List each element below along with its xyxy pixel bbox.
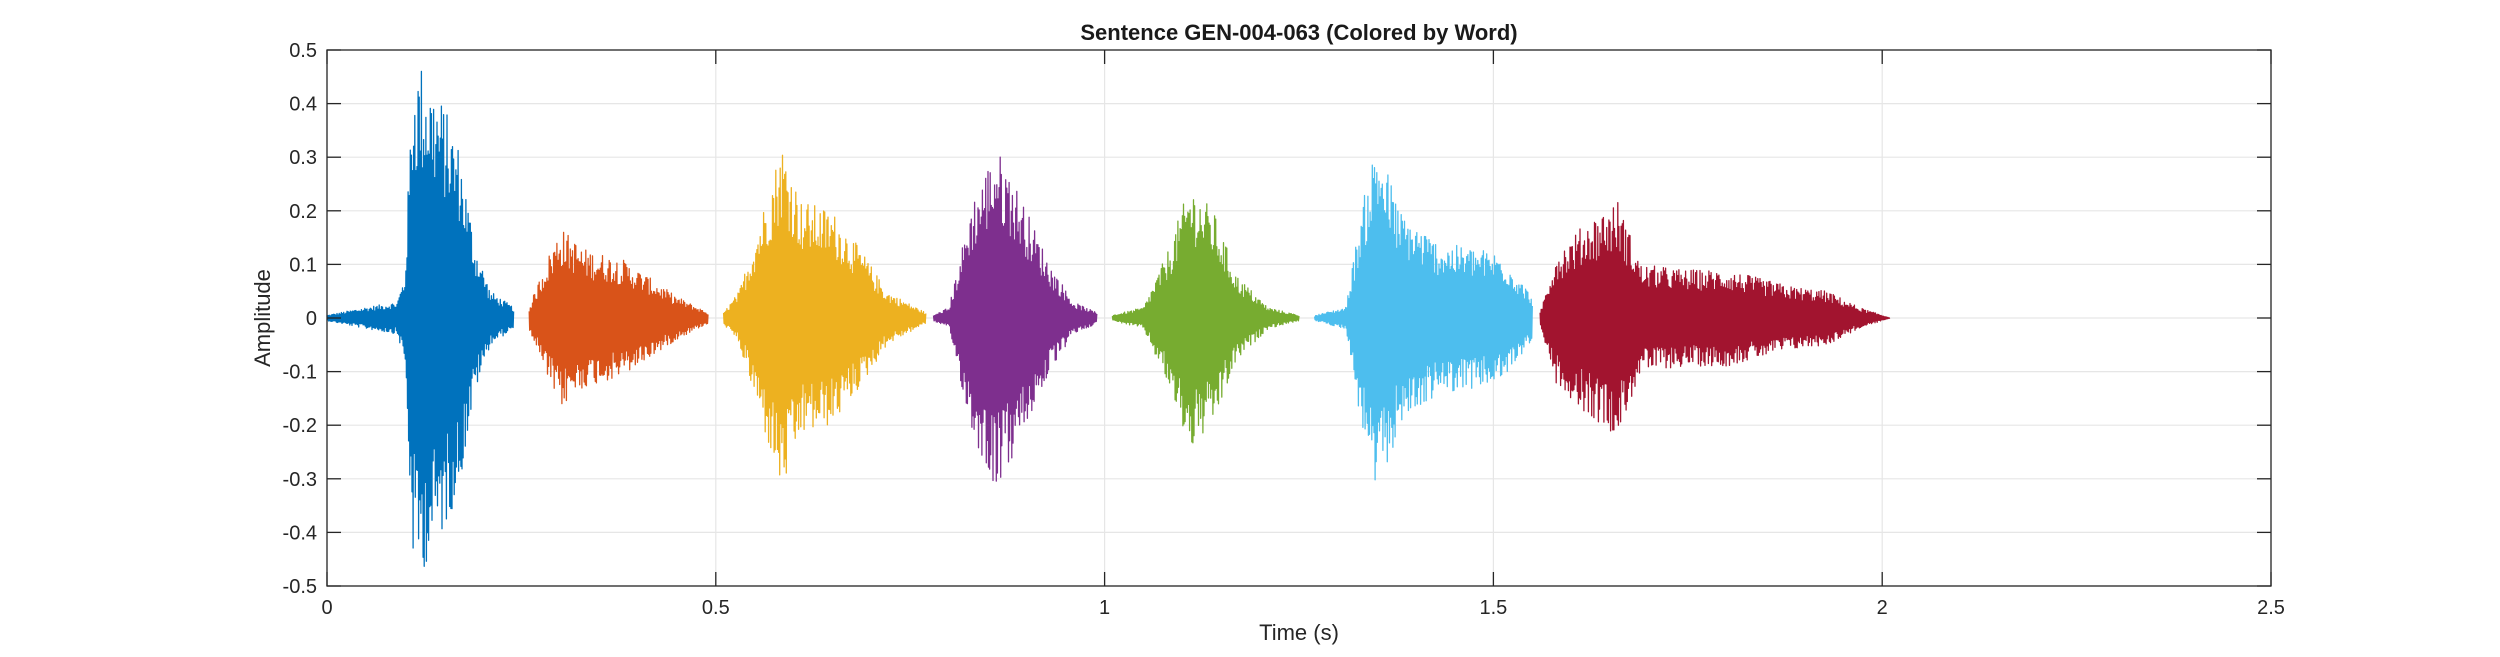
series-group (326, 70, 1891, 567)
series-5-waveform (1111, 199, 1300, 444)
y-tick-label: -0.4 (283, 522, 317, 544)
x-tick-label: 2 (1877, 597, 1888, 619)
y-axis-label: Amplitude (250, 269, 275, 367)
y-tick-label: 0 (306, 308, 317, 330)
y-tick-label: -0.5 (283, 576, 317, 598)
y-tick-label: -0.2 (283, 415, 317, 437)
x-tick-label: 2.5 (2257, 597, 2285, 619)
series-4-waveform (932, 156, 1098, 482)
x-tick-label: 1.5 (1479, 597, 1507, 619)
series-6-waveform (1313, 164, 1533, 481)
series-1-waveform (326, 70, 515, 567)
x-tick-label: 1 (1099, 597, 1110, 619)
y-tick-label: -0.1 (283, 362, 317, 384)
y-tick-label: 0.5 (289, 40, 317, 62)
series-2-waveform (528, 231, 709, 405)
x-tick-label: 0 (321, 597, 332, 619)
x-tick-label: 0.5 (702, 597, 730, 619)
axes-group: 0 0.5 1 1.5 2 2.5 0.5 0.4 0.3 0.2 0.1 0 -0.1 -0.2 -0.3… (283, 40, 2285, 619)
y-tick-label: 0.2 (289, 201, 317, 223)
grid-lines (326, 49, 2272, 587)
x-axis-label: Time (s) (1259, 620, 1339, 645)
y-tick-label: 0.1 (289, 254, 317, 276)
chart-title: Sentence GEN-004-063 (Colored by Word) (1080, 20, 1517, 45)
series-3-waveform (722, 154, 927, 476)
series-7-waveform (1539, 202, 1891, 432)
y-tick-label: 0.3 (289, 147, 317, 169)
y-tick-label: -0.3 (283, 469, 317, 491)
y-tick-label: 0.4 (289, 94, 317, 116)
